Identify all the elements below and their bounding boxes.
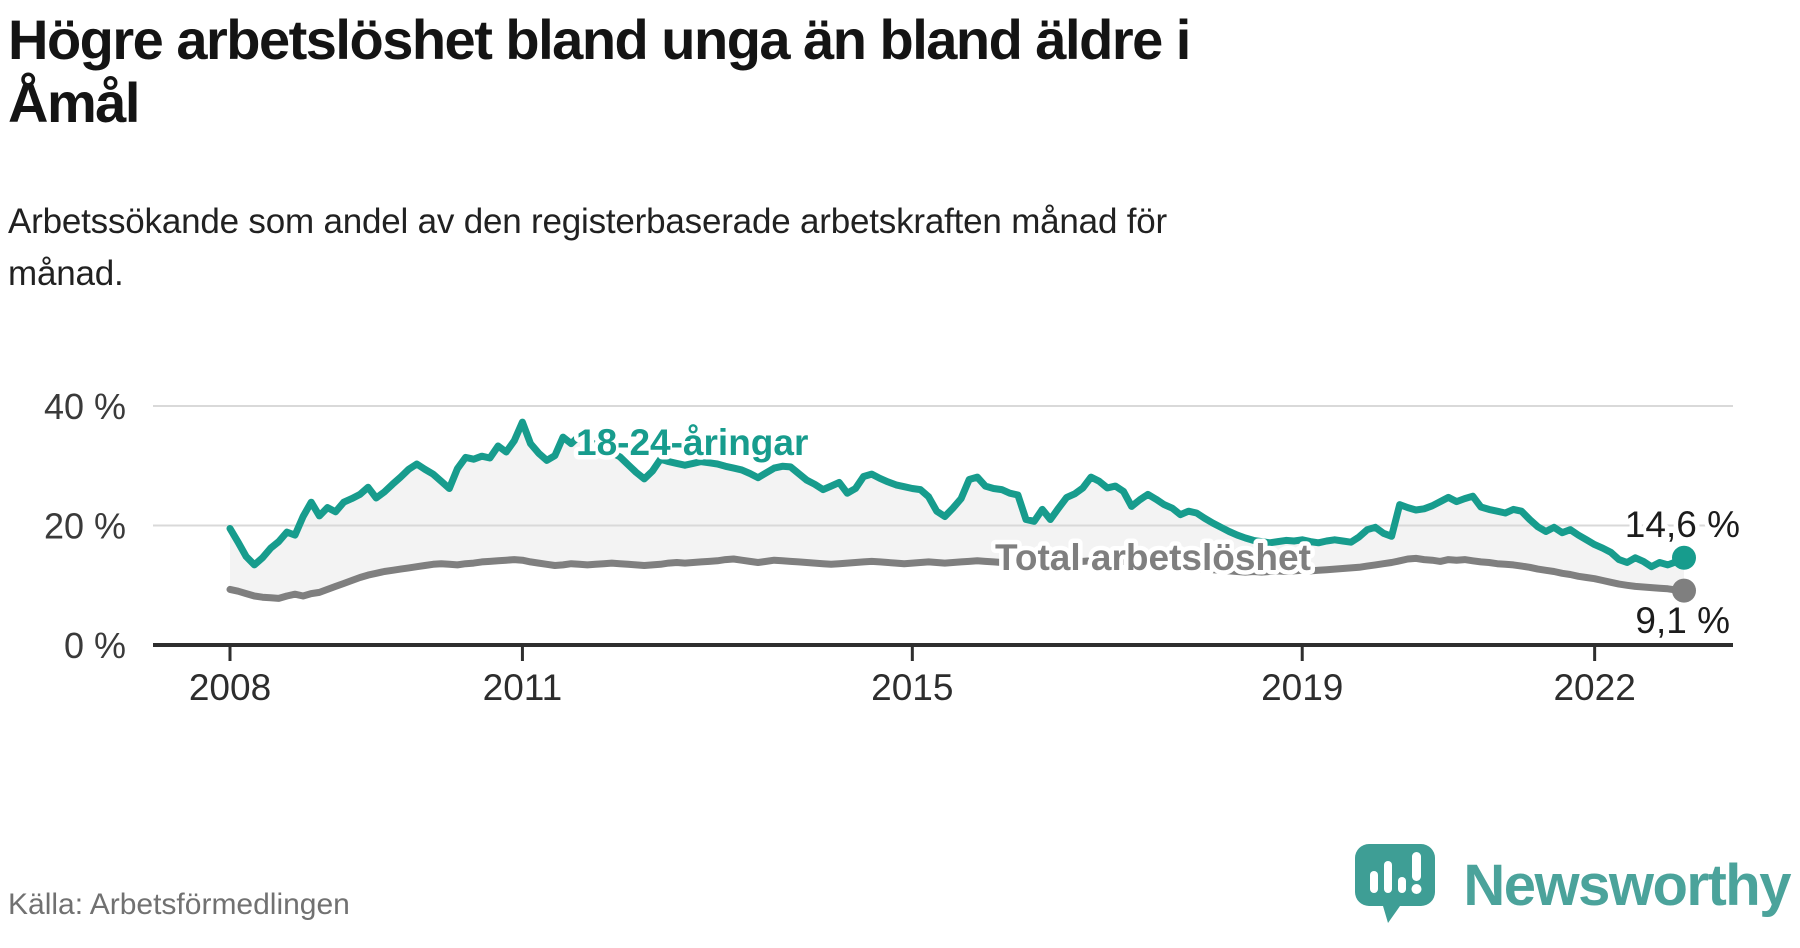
newsworthy-logo: Newsworthy: [1355, 844, 1791, 934]
x-tick-label-2019: 2019: [1261, 667, 1343, 708]
chart-subtitle: Arbetssökande som andel av den registerb…: [8, 196, 1488, 300]
logo-exclamation-dot: [1411, 884, 1422, 894]
total-end-value-label: 9,1 %: [1635, 600, 1730, 641]
logo-exclamation-bar: [1412, 852, 1422, 881]
youth-end-value-label: 14,6 %: [1625, 504, 1740, 545]
page-title: Högre arbetslöshet bland unga än bland ä…: [8, 8, 1428, 134]
youth-series-label: 18-24-åringar: [576, 422, 808, 463]
logo-bubble: [1355, 844, 1436, 923]
x-tick-label-2008: 2008: [189, 667, 271, 708]
x-tick-label-2011: 2011: [483, 667, 563, 708]
source-note: Källa: Arbetsförmedlingen: [8, 888, 350, 921]
logo-bar-3: [1398, 877, 1407, 893]
newsworthy-wordmark: Newsworthy: [1463, 853, 1791, 918]
x-tick-label-2022: 2022: [1553, 667, 1635, 708]
youth-end-dot: [1671, 545, 1696, 570]
newsworthy-logo-icon: [1355, 844, 1436, 923]
subtitle-line-2: månad.: [8, 254, 124, 293]
total-unemployment-line: [226, 554, 1688, 602]
y-tick-label-40: 40 %: [44, 386, 126, 427]
area-band-between-series: [230, 422, 1684, 599]
title-line-2: Åmål: [8, 71, 140, 134]
y-tick-label-0: 0 %: [64, 625, 126, 666]
youth-unemployment-line: [226, 418, 1688, 571]
total-series-label: Total arbetslöshet: [995, 537, 1311, 578]
logo-bar-2: [1384, 861, 1393, 893]
logo-bar-1: [1370, 871, 1379, 893]
y-tick-label-20: 20 %: [44, 506, 126, 547]
title-line-1: Högre arbetslöshet bland unga än bland ä…: [8, 8, 1191, 71]
subtitle-line-1: Arbetssökande som andel av den registerb…: [8, 202, 1167, 241]
x-tick-label-2015: 2015: [871, 667, 953, 708]
total-end-dot: [1671, 578, 1696, 603]
